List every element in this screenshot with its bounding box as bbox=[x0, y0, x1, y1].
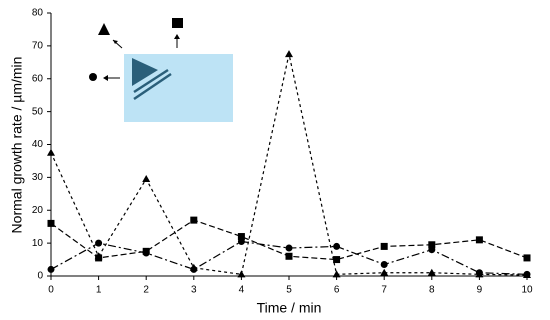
point bbox=[285, 244, 293, 252]
point bbox=[142, 175, 151, 183]
point bbox=[380, 242, 388, 250]
point bbox=[142, 249, 150, 257]
y-tick-label: 70 bbox=[32, 41, 44, 52]
point bbox=[380, 268, 389, 276]
crystal-icon bbox=[132, 58, 158, 86]
point bbox=[380, 260, 388, 268]
triangle-symbol bbox=[98, 23, 110, 35]
point bbox=[333, 256, 341, 264]
point bbox=[237, 233, 245, 241]
arrowhead bbox=[113, 40, 118, 44]
point bbox=[47, 148, 55, 156]
x-tick-label: 7 bbox=[381, 285, 387, 296]
y-tick-label: 0 bbox=[37, 271, 43, 282]
crystal-face bbox=[133, 72, 172, 101]
x-tick-label: 4 bbox=[239, 285, 245, 296]
x-tick-label: 1 bbox=[96, 285, 102, 296]
arrowhead bbox=[174, 34, 180, 39]
y-tick-label: 80 bbox=[32, 8, 44, 19]
point bbox=[95, 254, 103, 262]
y-tick-label: 10 bbox=[32, 238, 44, 249]
y-tick-label: 50 bbox=[32, 106, 44, 117]
point bbox=[95, 239, 103, 247]
point bbox=[523, 254, 531, 262]
point bbox=[237, 270, 246, 278]
point bbox=[190, 265, 198, 273]
square-symbol bbox=[172, 18, 183, 28]
x-tick-label: 10 bbox=[521, 285, 533, 296]
arrowhead bbox=[103, 75, 108, 81]
point bbox=[47, 265, 55, 273]
x-axis-label: Time / min bbox=[257, 300, 322, 316]
circle-symbol bbox=[89, 73, 97, 81]
point bbox=[332, 270, 341, 278]
x-tick-label: 9 bbox=[477, 285, 483, 296]
point bbox=[427, 268, 436, 276]
y-axis-label: Normal growth rate / µm/min bbox=[9, 57, 25, 234]
point bbox=[428, 246, 436, 254]
point bbox=[523, 270, 531, 278]
point bbox=[285, 252, 293, 260]
y-tick-label: 20 bbox=[32, 205, 44, 216]
x-tick-label: 2 bbox=[143, 285, 149, 296]
x-tick-label: 0 bbox=[48, 285, 54, 296]
crystal-face bbox=[133, 68, 169, 94]
y-tick-label: 60 bbox=[32, 73, 44, 84]
point bbox=[190, 216, 198, 224]
point bbox=[428, 241, 436, 249]
x-tick-label: 6 bbox=[334, 285, 340, 296]
x-tick-label: 8 bbox=[429, 285, 435, 296]
point bbox=[475, 236, 483, 244]
x-tick-label: 3 bbox=[191, 285, 197, 296]
x-tick-label: 5 bbox=[286, 285, 292, 296]
y-tick-label: 40 bbox=[32, 139, 44, 150]
point bbox=[475, 269, 483, 277]
point bbox=[237, 237, 245, 245]
point bbox=[285, 50, 293, 58]
y-tick-label: 30 bbox=[32, 172, 44, 183]
point bbox=[333, 242, 341, 250]
point bbox=[47, 219, 55, 227]
inset-diagram bbox=[89, 18, 233, 122]
